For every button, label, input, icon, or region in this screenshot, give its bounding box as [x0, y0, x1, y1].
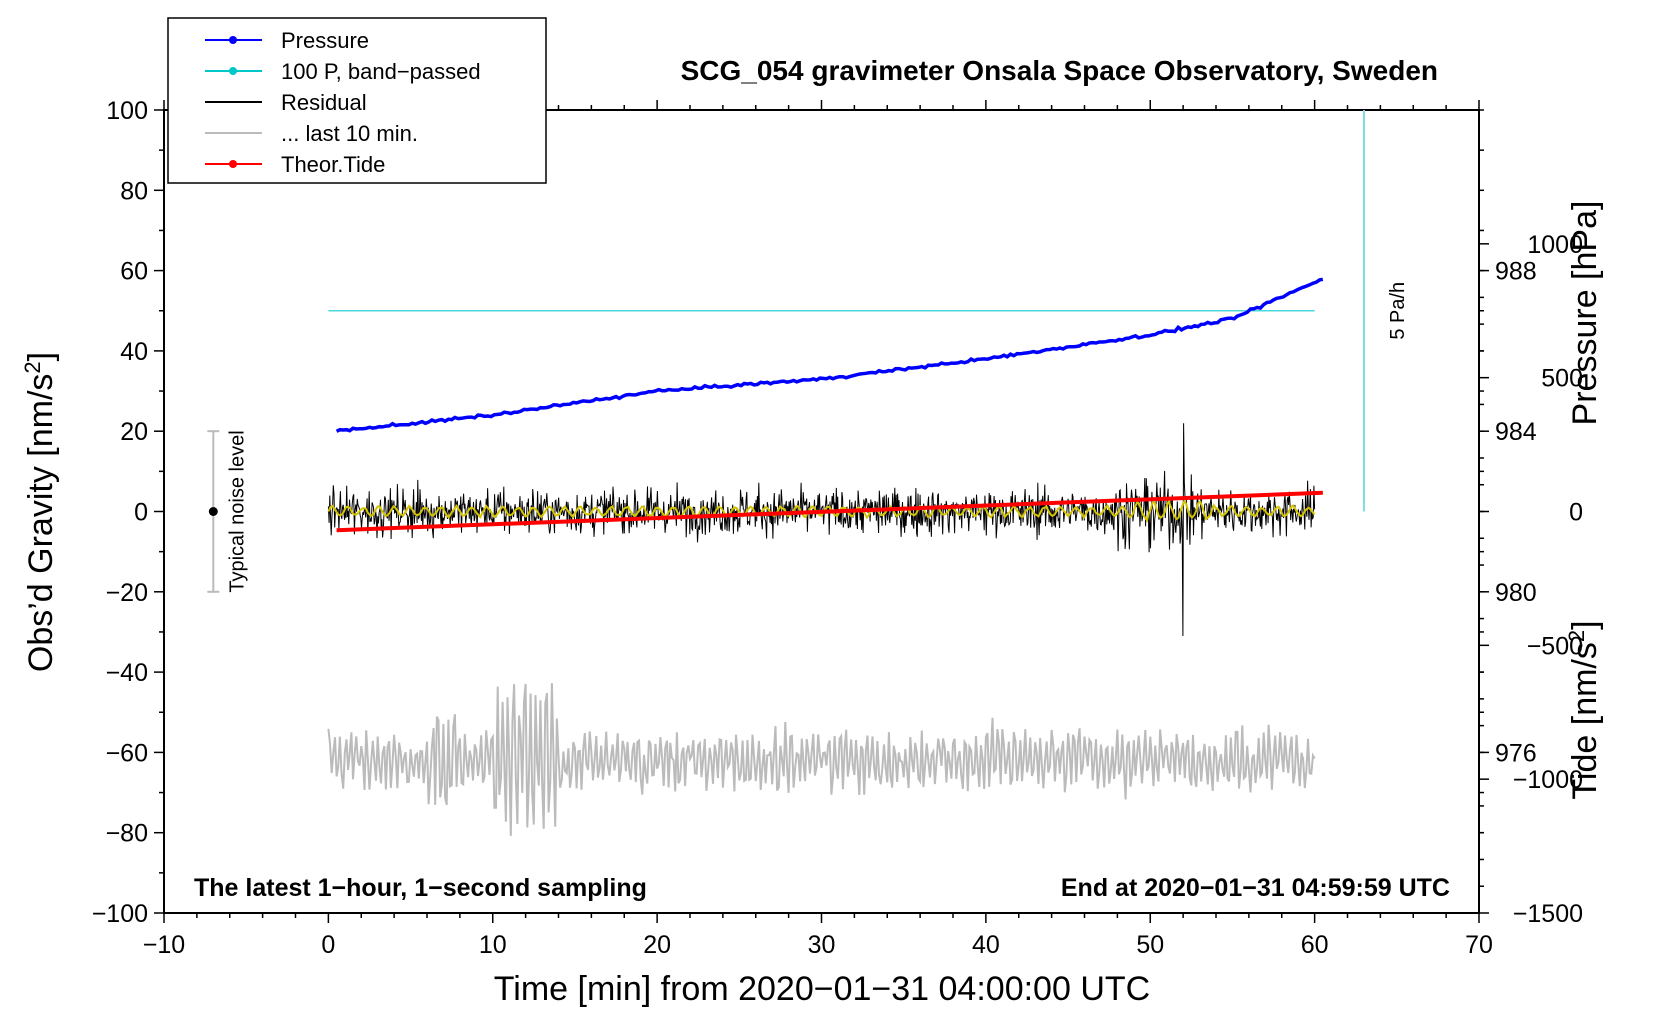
y-axis-title-sup: 2 — [20, 361, 45, 373]
y-axis-title-end: ] — [22, 352, 60, 361]
y-tick-label: −60 — [106, 739, 148, 767]
noise-label: Typical noise level — [226, 430, 248, 592]
x-tick-label: 20 — [643, 931, 671, 959]
x-tick-label: 40 — [972, 931, 1000, 959]
legend: Pressure 100 P, band−passed Residual ... la… — [167, 17, 547, 184]
y-tick-label: 40 — [120, 338, 148, 366]
pressure-axis-title: Pressure [hPa] — [1566, 201, 1604, 426]
y-tick-label: 0 — [134, 499, 148, 527]
tide-series-line — [336, 490, 1323, 533]
pressure-tick-label: 984 — [1495, 418, 1537, 446]
tide-tick-label: 1000 — [1527, 231, 1583, 259]
legend-label: Residual — [281, 90, 367, 115]
y-axis-gravity: 100 80 60 40 20 0 −20 −40 −60 −80 −100 — [92, 97, 164, 928]
tide-tick-label: 0 — [1569, 499, 1583, 527]
tide-tick-label: −1500 — [1513, 900, 1583, 928]
legend-marker — [229, 160, 237, 168]
y-tick-label: −80 — [106, 820, 148, 848]
tide-axis-title-main: Tide [nm/s — [1566, 642, 1604, 799]
x-tick-label: −10 — [143, 931, 185, 959]
x-tick-label: 0 — [321, 931, 335, 959]
legend-label: 100 P, band−passed — [281, 59, 481, 84]
noise-bar-dot — [208, 507, 218, 516]
annotation-layer: Typical noise level 5 Pa/h The latest 1−… — [194, 110, 1450, 902]
legend-marker — [229, 67, 237, 75]
chart-title: SCG_054 gravimeter Onsala Space Observat… — [681, 55, 1438, 86]
y-tick-label: −40 — [106, 659, 148, 687]
y-axis-pressure: 988 984 980 976 — [1479, 109, 1537, 834]
y-tick-label: 80 — [120, 177, 148, 205]
y-axis-title: Obs’d Gravity [nm/s2] — [20, 352, 60, 672]
bottom-right-note: End at 2020−01−31 04:59:59 UTC — [1061, 874, 1450, 902]
bottom-left-note: The latest 1−hour, 1−second sampling — [194, 874, 647, 902]
y-tick-label: 60 — [120, 258, 148, 286]
legend-box — [167, 17, 547, 184]
series-layer — [327, 277, 1324, 836]
x-tick-label: 50 — [1136, 931, 1164, 959]
x-tick-label: 10 — [479, 931, 507, 959]
pressure-tick-label: 988 — [1495, 258, 1537, 286]
tide-tick-label: −1000 — [1513, 766, 1583, 794]
tide-tick-label: 500 — [1541, 365, 1583, 393]
y-axis-tide: 1000 500 0 −500 −1000 −1500 — [1479, 231, 1583, 928]
smoothed-series-line — [327, 498, 1316, 523]
x-tick-label: 30 — [808, 931, 836, 959]
legend-marker — [229, 36, 237, 44]
tide-axis-title: Tide [nm/s2] — [1564, 620, 1604, 799]
x-tick-label: 60 — [1301, 931, 1329, 959]
pressure-tick-label: 976 — [1495, 739, 1537, 767]
pressure-series-line — [335, 277, 1324, 433]
x-tick-label: 70 — [1465, 931, 1493, 959]
y-tick-label: −100 — [92, 900, 148, 928]
rate-label: 5 Pa/h — [1387, 282, 1409, 340]
legend-label: Theor.Tide — [281, 152, 385, 177]
legend-label: Pressure — [281, 28, 369, 53]
residual-series-line — [327, 423, 1316, 637]
x-axis-title: Time [min] from 2020−01−31 04:00:00 UTC — [494, 970, 1150, 1008]
tide-tick-label: −500 — [1527, 632, 1583, 660]
tide-axis-title-end: ] — [1566, 620, 1604, 629]
pressure-tick-label: 980 — [1495, 579, 1537, 607]
y-tick-label: −20 — [106, 579, 148, 607]
y-axis-title-main: Obs’d Gravity [nm/s — [22, 374, 60, 673]
y-tick-label: 100 — [106, 97, 148, 125]
tide-axis-title-sup: 2 — [1564, 630, 1589, 642]
last10-series-line — [327, 683, 1316, 836]
y-tick-label: 20 — [120, 418, 148, 446]
legend-entries: Pressure 100 P, band−passed Residual ... la… — [205, 28, 481, 177]
legend-label: ... last 10 min. — [281, 121, 418, 146]
